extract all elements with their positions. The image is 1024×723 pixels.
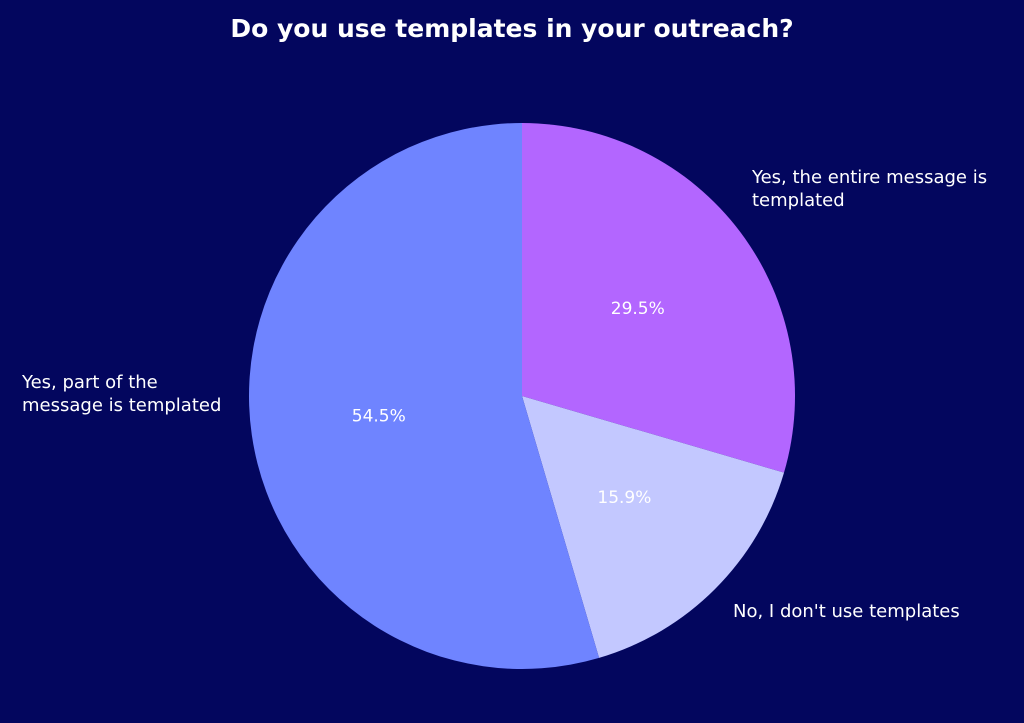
pie-slice bbox=[249, 123, 600, 669]
slice-label: No, I don't use templates bbox=[733, 601, 960, 622]
slice-label: Yes, the entire message is templated bbox=[752, 167, 988, 211]
value-label: 29.5% bbox=[611, 299, 665, 319]
pie-slice bbox=[522, 396, 785, 658]
pie-slice bbox=[522, 123, 795, 473]
value-label: 15.9% bbox=[597, 488, 651, 508]
chart-title: Do you use templates in your outreach? bbox=[230, 14, 794, 43]
value-label: 54.5% bbox=[352, 407, 406, 427]
slice-label: Yes, part of the message is templated bbox=[22, 372, 222, 416]
